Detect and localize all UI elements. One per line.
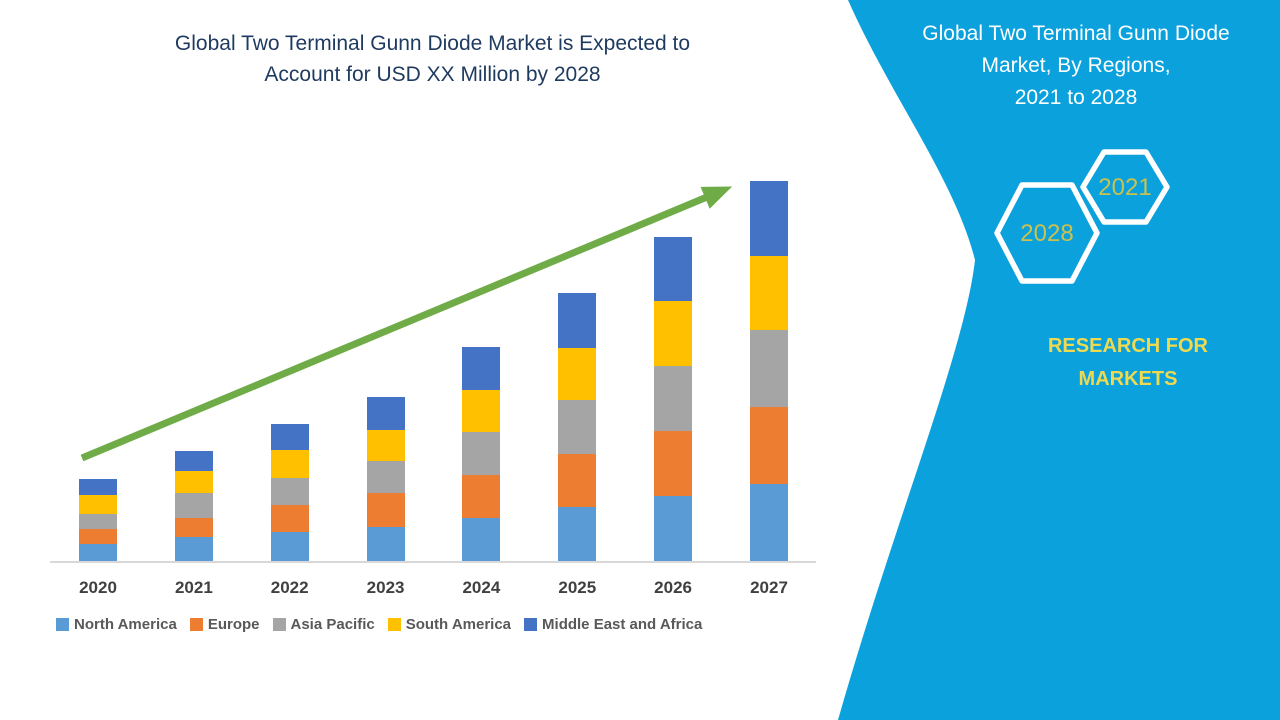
bar-2026-north-america [654, 496, 693, 561]
bar-2023-south-america [366, 430, 405, 461]
bar-2026-middle-east-and-africa [654, 237, 693, 301]
bar-2025-middle-east-and-africa [558, 293, 597, 348]
bar-2023-europe [366, 493, 405, 527]
x-tick-2023: 2023 [366, 578, 405, 597]
legend-swatch [56, 618, 69, 631]
x-tick-2020: 2020 [79, 578, 117, 597]
x-tick-2022: 2022 [270, 578, 309, 597]
bar-2025-north-america [558, 507, 597, 561]
hexagon-2028 [994, 182, 1100, 284]
bar-2025-asia-pacific [558, 400, 597, 454]
bar-2020-north-america [79, 544, 117, 561]
bar-2027-middle-east-and-africa [750, 181, 788, 256]
bar-2027-europe [750, 407, 788, 484]
bar-2020-europe [79, 529, 117, 544]
legend-item-middle-east-and-africa: Middle East and Africa [524, 616, 702, 633]
bar-2026-asia-pacific [654, 366, 693, 431]
bar-2021-europe [174, 518, 213, 537]
legend-swatch [387, 618, 401, 631]
bar-2022-south-america [270, 450, 309, 478]
legend-item-europe: Europe [189, 616, 260, 633]
bar-2023-north-america [366, 527, 405, 561]
bar-2024-middle-east-and-africa [462, 347, 501, 390]
bar-2021-asia-pacific [174, 493, 213, 518]
bar-2022-asia-pacific [270, 478, 309, 505]
legend-swatch [272, 618, 286, 631]
bar-2023-middle-east-and-africa [366, 397, 405, 430]
bar-2027-north-america [750, 484, 788, 561]
bar-2024-north-america [462, 518, 501, 561]
bar-2020-middle-east-and-africa [79, 479, 117, 495]
side-panel-title: Global Two Terminal Gunn Diode Market, B… [922, 22, 1230, 109]
bar-2020-asia-pacific [79, 514, 117, 529]
side-panel-background [838, 0, 1280, 720]
bar-2024-asia-pacific [462, 432, 501, 475]
bar-2026-europe [654, 431, 693, 496]
legend-label: Europe [207, 616, 260, 633]
x-tick-2025: 2025 [558, 578, 597, 597]
legend-item-south-america: South America [387, 616, 512, 633]
legend-label: South America [405, 616, 512, 633]
brand-text: RESEARCH FOR MARKETS [1047, 335, 1208, 390]
x-tick-2021: 2021 [174, 578, 213, 597]
bar-2027-asia-pacific [750, 330, 788, 407]
bar-2021-middle-east-and-africa [174, 451, 213, 471]
bar-2024-south-america [462, 390, 501, 432]
bar-2023-asia-pacific [366, 461, 405, 493]
bar-2024-europe [462, 475, 501, 518]
x-tick-2024: 2024 [462, 578, 501, 597]
x-tick-2026: 2026 [654, 578, 692, 597]
bar-2020-south-america [79, 495, 117, 514]
hexagon-2021 [1080, 149, 1170, 225]
legend-label: North America [74, 616, 177, 633]
legend-label: Asia Pacific [290, 616, 375, 633]
legend-label: Middle East and Africa [542, 616, 703, 633]
chart-title: Global Two Terminal Gunn Diode Market is… [174, 32, 691, 86]
legend-swatch [189, 618, 203, 631]
legend-swatch [524, 618, 538, 631]
chart-legend: North America Europe Asia Pacific South Ame… [56, 616, 826, 633]
bar-2027-south-america [750, 256, 788, 330]
bar-2022-middle-east-and-africa [270, 424, 309, 450]
bar-2021-south-america [174, 471, 213, 493]
legend-item-asia-pacific: Asia Pacific [272, 616, 375, 633]
legend-item-north-america: North America [56, 616, 177, 633]
bar-2021-north-america [174, 537, 213, 561]
hexagon-2021-label: 2021 [1098, 174, 1151, 201]
bar-2022-europe [270, 505, 309, 532]
bar-2025-europe [558, 454, 597, 507]
hexagon-2028-label: 2028 [1020, 220, 1073, 247]
x-axis-line [50, 561, 816, 563]
bar-2022-north-america [270, 532, 309, 561]
x-tick-2027: 2027 [750, 578, 788, 597]
bar-2025-south-america [558, 348, 597, 400]
bar-2026-south-america [654, 301, 693, 366]
